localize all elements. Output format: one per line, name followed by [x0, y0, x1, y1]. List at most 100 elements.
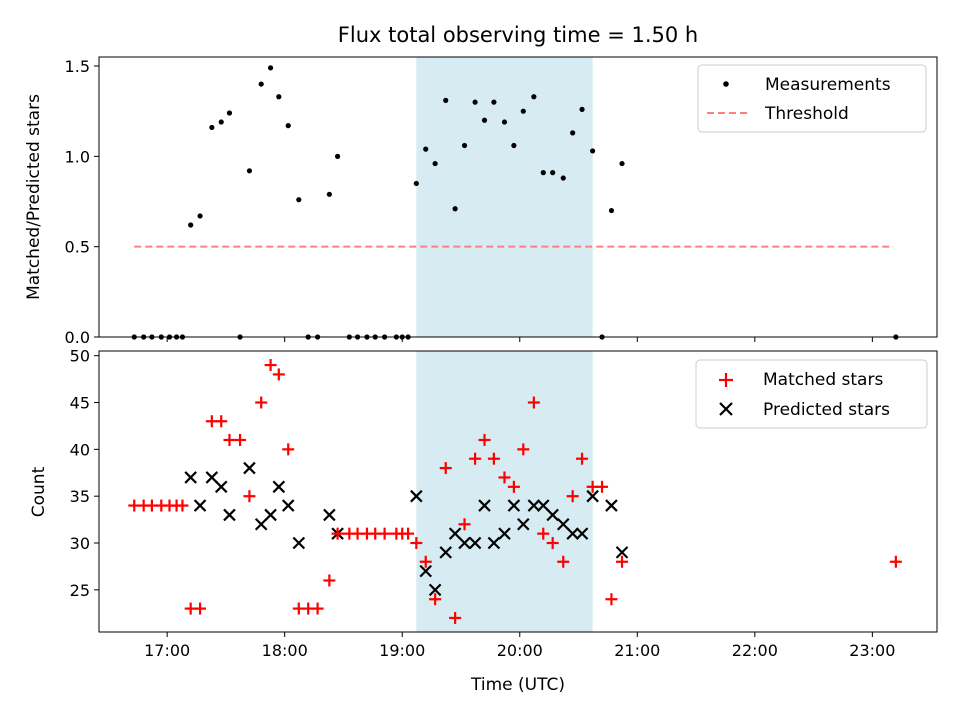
- measurement-point: [619, 160, 625, 167]
- matched-star-point: [429, 593, 442, 606]
- matched-star-point: [282, 443, 295, 456]
- matched-star-point: [478, 433, 491, 446]
- measurement-point: [334, 153, 341, 159]
- measurement-point: [481, 117, 488, 123]
- bottom-highlight-span: [416, 351, 593, 632]
- predicted-star-point: [193, 499, 207, 512]
- matched-star-point: [576, 452, 589, 465]
- predicted-star-point: [507, 499, 521, 512]
- predicted-star-point: [264, 508, 277, 522]
- matched-star-point: [527, 396, 540, 409]
- predicted-star-point: [575, 527, 589, 540]
- measurement-point: [296, 197, 302, 203]
- predicted-star-point: [536, 499, 550, 512]
- matched-star-point: [537, 527, 550, 540]
- matched-star-point: [449, 611, 462, 624]
- measurement-point: [560, 175, 566, 181]
- predicted-star-point: [478, 499, 491, 512]
- matched-star-point: [566, 490, 579, 503]
- matched-star-point: [323, 574, 336, 587]
- matched-star-point: [458, 518, 471, 531]
- measurement-point: [285, 123, 291, 129]
- chart-title: Flux total observing time = 1.50 h: [338, 23, 698, 47]
- predicted-star-point: [605, 499, 618, 512]
- matched-star-point: [596, 480, 609, 493]
- measurement-point: [188, 222, 194, 228]
- predicted-star-point: [487, 536, 501, 550]
- matched-star-point: [469, 452, 482, 465]
- predicted-star-point: [243, 461, 256, 475]
- measurement-point: [258, 81, 264, 87]
- matched-star-point: [605, 593, 618, 606]
- measurement-point: [432, 160, 438, 167]
- matched-star-point: [378, 527, 391, 540]
- predicted-star-point: [448, 527, 462, 540]
- measurement-point: [267, 65, 274, 71]
- matched-star-point: [176, 499, 189, 512]
- measurement-point: [443, 97, 449, 103]
- y-tick-label: 0.5: [65, 238, 90, 257]
- y-tick-label: 1.0: [65, 147, 90, 166]
- measurement-point: [550, 170, 556, 176]
- matched-star-point: [616, 555, 629, 568]
- measurement-point: [197, 213, 203, 219]
- measurement-point: [579, 106, 585, 112]
- bottom-panel: 25 30 35 40 45 50 17:00 18:00 19:00 20:00 21:00 22…: [29, 347, 938, 695]
- measurement-point: [608, 207, 615, 214]
- y-tick-label: 25: [70, 581, 90, 600]
- top-legend: Measurements Threshold: [697, 64, 927, 133]
- matched-star-point: [331, 527, 344, 540]
- legend-matched-marker: [719, 373, 733, 387]
- predicted-star-point: [566, 527, 579, 540]
- measurement-point: [472, 99, 478, 105]
- measurement-point: [520, 108, 526, 114]
- matched-star-point: [546, 537, 559, 550]
- matched-star-point: [487, 452, 500, 465]
- x-tick-label: 17:00: [144, 641, 190, 660]
- predicted-star-point: [205, 471, 219, 484]
- top-panel: 0.0 0.5 1.0 1.5 Matched/Predicted stars Mea…: [24, 56, 938, 347]
- predicted-star-point: [214, 480, 228, 494]
- predicted-star-point: [586, 489, 599, 503]
- predicted-star-point: [410, 489, 423, 503]
- matched-star-point: [507, 480, 520, 493]
- predicted-stars-points: [184, 461, 629, 597]
- legend-threshold-label: Threshold: [764, 104, 849, 124]
- matched-star-point: [419, 555, 432, 568]
- measurement-point: [276, 94, 282, 100]
- matched-star-point: [243, 490, 256, 503]
- predicted-star-point: [439, 546, 452, 559]
- top-y-ticks: 0.0 0.5 1.0 1.5: [65, 57, 99, 347]
- measurement-point: [326, 191, 332, 197]
- predicted-star-point: [468, 536, 482, 550]
- legend-predicted-marker: [719, 402, 733, 416]
- matched-star-point: [517, 443, 530, 456]
- y-tick-label: 45: [70, 394, 90, 413]
- y-tick-label: 0.0: [65, 328, 90, 347]
- matched-star-point: [439, 462, 452, 475]
- measurement-point: [540, 170, 546, 176]
- measurement-point: [590, 148, 596, 154]
- x-axis-label: Time (UTC): [470, 675, 565, 695]
- matched-star-point: [223, 433, 236, 446]
- bottom-x-ticks: 17:00 18:00 19:00 20:00 21:00 22:00 23:00: [144, 632, 895, 660]
- y-tick-label: 40: [70, 440, 90, 459]
- bottom-axes-frame: [98, 350, 938, 633]
- top-legend-box: [697, 64, 927, 133]
- measurement-point: [218, 119, 224, 125]
- measurement-point: [491, 99, 497, 105]
- legend-predicted-label: Predicted stars: [763, 400, 890, 420]
- predicted-star-point: [615, 546, 629, 559]
- matched-star-point: [889, 555, 902, 568]
- predicted-star-point: [556, 518, 570, 531]
- predicted-star-point: [323, 508, 336, 522]
- measurement-point: [501, 119, 508, 125]
- predicted-star-point: [254, 518, 268, 531]
- matched-star-point: [234, 433, 247, 446]
- matched-star-point: [410, 537, 423, 550]
- predicted-star-point: [498, 527, 511, 540]
- measurement-point: [246, 168, 253, 174]
- measurement-point: [423, 146, 429, 152]
- matched-star-point: [402, 527, 415, 540]
